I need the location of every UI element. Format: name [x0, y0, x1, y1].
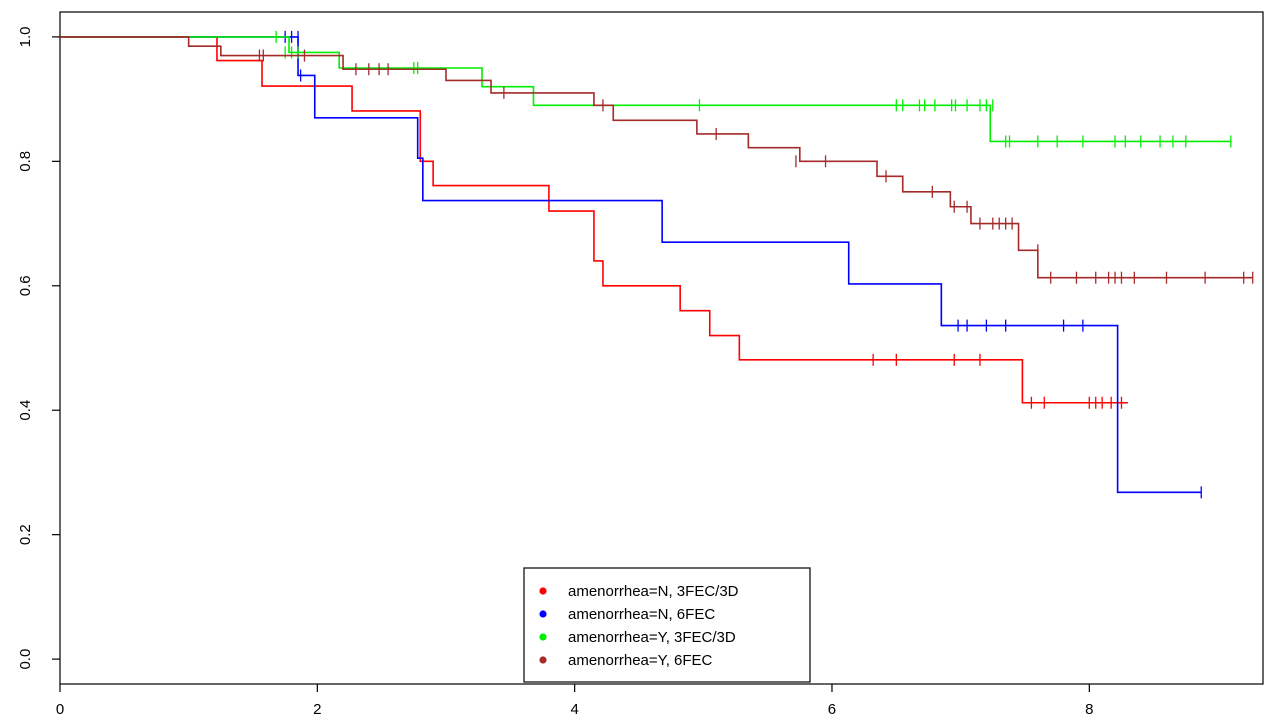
legend-box [523, 567, 811, 683]
legend-marker [539, 633, 547, 641]
legend-label: amenorrhea=Y, 6FEC [568, 652, 713, 669]
series-line-1 [60, 36, 1202, 494]
x-tick-label: 8 [1085, 701, 1093, 718]
legend: amenorrhea=N, 3FEC/3D amenorrhea=N, 6FEC a… [523, 567, 811, 683]
legend-label: amenorrhea=N, 3FEC/3D [568, 583, 739, 600]
x-tick-label: 0 [56, 701, 64, 718]
series-line-2 [60, 36, 1231, 143]
legend-label: amenorrhea=Y, 3FEC/3D [568, 629, 736, 646]
series-line-0 [60, 36, 1128, 404]
legend-marker [539, 587, 547, 595]
legend-label: amenorrhea=N, 6FEC [568, 606, 715, 623]
x-tick-label: 4 [570, 701, 578, 718]
series-line-3 [60, 36, 1253, 279]
y-tick-label: 0.4 [17, 400, 34, 421]
legend-marker [539, 610, 547, 618]
y-tick-label: 0.6 [17, 275, 34, 296]
x-tick-label: 6 [828, 701, 836, 718]
plot-frame [59, 11, 1264, 685]
survival-curves [60, 30, 1254, 499]
legend-marker [539, 656, 547, 664]
x-tick-label: 2 [313, 701, 321, 718]
x-axis: 0 2 4 6 8 [56, 684, 1093, 718]
y-axis: 0.0 0.2 0.4 0.6 0.8 1.0 [17, 26, 60, 670]
y-tick-label: 0.2 [17, 524, 34, 545]
y-tick-label: 0.8 [17, 151, 34, 172]
y-tick-label: 0.0 [17, 649, 34, 670]
y-tick-label: 1.0 [17, 26, 34, 47]
